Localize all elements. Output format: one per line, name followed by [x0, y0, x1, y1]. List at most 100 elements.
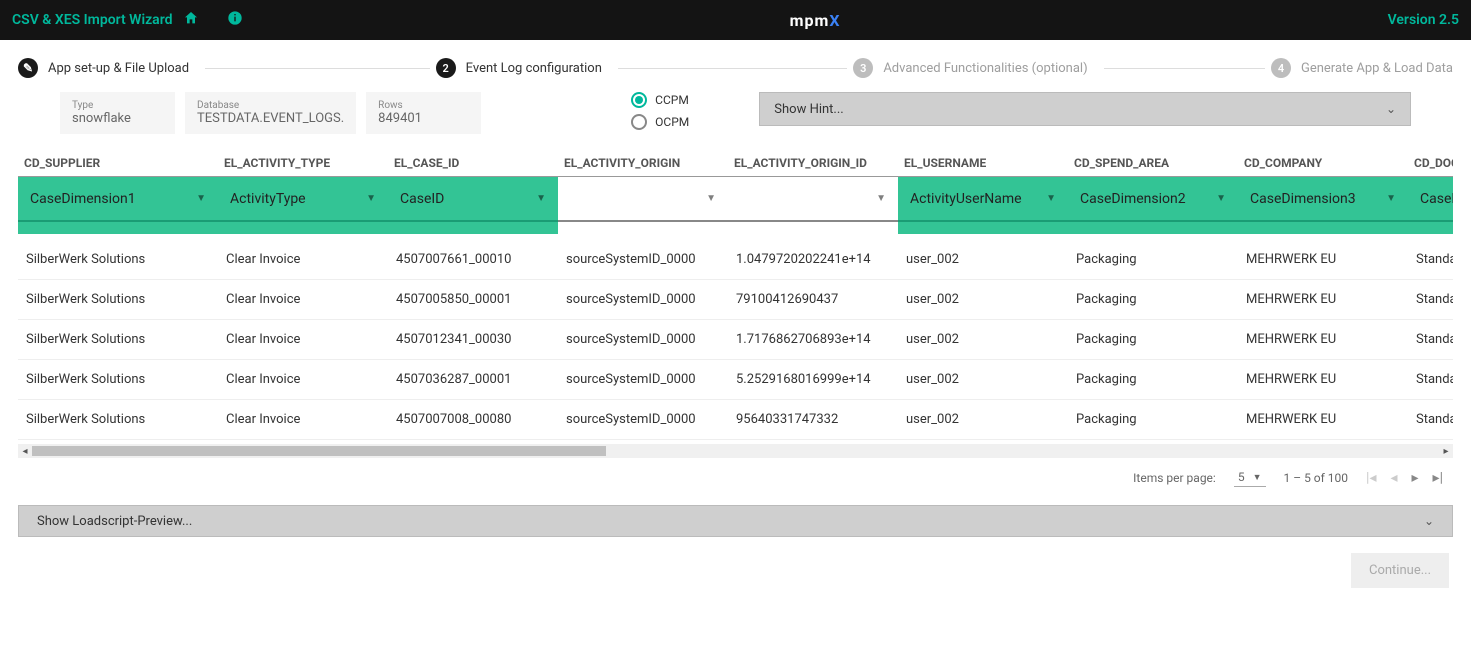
wizard-stepper: ✎ App set-up & File Upload 2 Event Log c… [0, 40, 1471, 92]
dropdown-value: CaseID [400, 191, 444, 207]
column-mapping-dropdown[interactable]: ActivityType▼ [218, 176, 388, 222]
show-hint-bar[interactable]: Show Hint... ⌄ [759, 92, 1411, 126]
column-strip [898, 222, 1068, 234]
column-strip [728, 222, 898, 234]
radio-icon [631, 114, 647, 130]
table-cell: 4507005850_00001 [388, 280, 558, 320]
step-1[interactable]: ✎ App set-up & File Upload [18, 58, 436, 78]
radio-label: OCPM [655, 115, 689, 129]
caret-down-icon: ▼ [706, 193, 716, 204]
column-mapping-dropdown[interactable]: ActivityUserName▼ [898, 176, 1068, 222]
scroll-thumb[interactable] [32, 446, 606, 456]
items-per-page-value: 5 [1238, 470, 1245, 484]
table-row: SilberWerk SolutionsClear Invoice4507036… [18, 360, 1453, 400]
topbar-left: CSV & XES Import Wizard [12, 10, 243, 30]
scroll-right-icon[interactable]: ▸ [1439, 446, 1453, 457]
column-strip [388, 222, 558, 234]
chevron-down-icon: ⌄ [1386, 102, 1396, 116]
table-cell: Standard PO [1408, 234, 1453, 280]
mode-radio-group: CCPM OCPM [631, 92, 689, 130]
table-cell: Standard PO [1408, 320, 1453, 360]
continue-button[interactable]: Continue... [1351, 553, 1449, 588]
dropdown-value: CaseDimension1 [30, 191, 136, 207]
next-page-icon[interactable]: ▸ [1412, 470, 1419, 486]
rows-label: Rows [378, 100, 469, 111]
table-cell: user_002 [898, 360, 1068, 400]
radio-ccpm[interactable]: CCPM [631, 92, 689, 108]
column-strip [558, 222, 728, 234]
caret-down-icon: ▼ [196, 193, 206, 204]
step-label: Generate App & Load Data [1301, 61, 1453, 76]
step-connector [205, 68, 430, 69]
step-3[interactable]: 3 Advanced Functionalities (optional) [853, 58, 1271, 78]
type-box: Type snowflake [60, 92, 175, 134]
table-cell: SilberWerk Solutions [18, 320, 218, 360]
table-cell: 5.2529168016999e+14 [728, 360, 898, 400]
column-mapping-dropdown[interactable]: CaseDime▼ [1408, 176, 1453, 222]
items-per-page-select[interactable]: 5 ▼ [1234, 468, 1266, 487]
horizontal-scrollbar[interactable]: ◂ ▸ [18, 444, 1453, 458]
table-cell: MEHRWERK EU [1238, 360, 1408, 400]
table-cell: Packaging [1068, 280, 1238, 320]
caret-down-icon: ▼ [1253, 472, 1262, 483]
column-mapping-dropdown[interactable]: CaseDimension3 ▼ [1238, 176, 1408, 222]
column-mapping-dropdown[interactable]: CaseDimension1 ▼ [18, 176, 218, 222]
step-2[interactable]: 2 Event Log configuration [436, 58, 854, 78]
table-cell: Standard PO [1408, 280, 1453, 320]
loadscript-preview-bar[interactable]: Show Loadscript-Preview... ⌄ [18, 505, 1453, 537]
table-cell: Packaging [1068, 400, 1238, 440]
logo-text: mpm [790, 11, 830, 30]
table-cell: MEHRWERK EU [1238, 234, 1408, 280]
table-cell: sourceSystemID_0000 [558, 360, 728, 400]
db-label: Database [197, 100, 344, 111]
table-cell: Packaging [1068, 234, 1238, 280]
table-cell: Clear Invoice [218, 280, 388, 320]
home-icon[interactable] [183, 10, 199, 30]
column-header: CD_COMPANY [1238, 152, 1408, 176]
caret-down-icon: ▼ [1216, 193, 1226, 204]
table-cell: 4507007661_00010 [388, 234, 558, 280]
dropdown-value: CaseDime [1420, 191, 1453, 207]
step-number: 2 [436, 58, 456, 78]
column-mapping-dropdown[interactable]: ▼ [728, 176, 898, 222]
table-cell: Clear Invoice [218, 320, 388, 360]
check-icon: ✎ [18, 58, 38, 78]
first-page-icon[interactable]: |◂ [1366, 470, 1376, 486]
column-header: EL_ACTIVITY_ORIGIN_ID [728, 152, 898, 176]
db-value: TESTDATA.EVENT_LOGS. [197, 111, 344, 126]
table-cell: user_002 [898, 234, 1068, 280]
last-page-icon[interactable]: ▸| [1433, 470, 1443, 486]
radio-label: CCPM [655, 93, 689, 107]
info-icon[interactable] [227, 10, 243, 30]
dropdown-value: CaseDimension3 [1250, 191, 1356, 207]
step-number: 3 [853, 58, 873, 78]
scroll-left-icon[interactable]: ◂ [18, 446, 32, 457]
caret-down-icon: ▼ [1046, 193, 1056, 204]
type-value: snowflake [72, 111, 163, 126]
column-mapping-dropdown[interactable]: ▼ [558, 176, 728, 222]
items-per-page-label: Items per page: [1133, 471, 1216, 485]
table-cell: 4507036287_00001 [388, 360, 558, 400]
caret-down-icon: ▼ [1386, 193, 1396, 204]
column-strip [1068, 222, 1238, 234]
column-header: EL_ACTIVITY_TYPE [218, 152, 388, 176]
table-cell: sourceSystemID_0000 [558, 280, 728, 320]
column-mapping-dropdown[interactable]: CaseDimension2▼ [1068, 176, 1238, 222]
radio-ocpm[interactable]: OCPM [631, 114, 689, 130]
caret-down-icon: ▼ [366, 193, 376, 204]
table-cell: SilberWerk Solutions [18, 400, 218, 440]
column-header: CD_SPEND_AREA [1068, 152, 1238, 176]
column-strip [1408, 222, 1453, 234]
prev-page-icon[interactable]: ◂ [1390, 470, 1397, 486]
table-cell: SilberWerk Solutions [18, 234, 218, 280]
table-cell: user_002 [898, 400, 1068, 440]
caret-down-icon: ▼ [536, 193, 546, 204]
footer-actions: Continue... [0, 537, 1471, 604]
table-cell: Clear Invoice [218, 234, 388, 280]
column-mapping-dropdown[interactable]: CaseID ▼ [388, 176, 558, 222]
mapping-table: CD_SUPPLIEREL_ACTIVITY_TYPEEL_CASE_IDEL_… [0, 152, 1471, 458]
column-header: CD_SUPPLIER [18, 152, 218, 176]
table-row: SilberWerk SolutionsClear Invoice4507012… [18, 320, 1453, 360]
table-cell: Standard PO [1408, 400, 1453, 440]
step-4[interactable]: 4 Generate App & Load Data [1271, 58, 1453, 78]
